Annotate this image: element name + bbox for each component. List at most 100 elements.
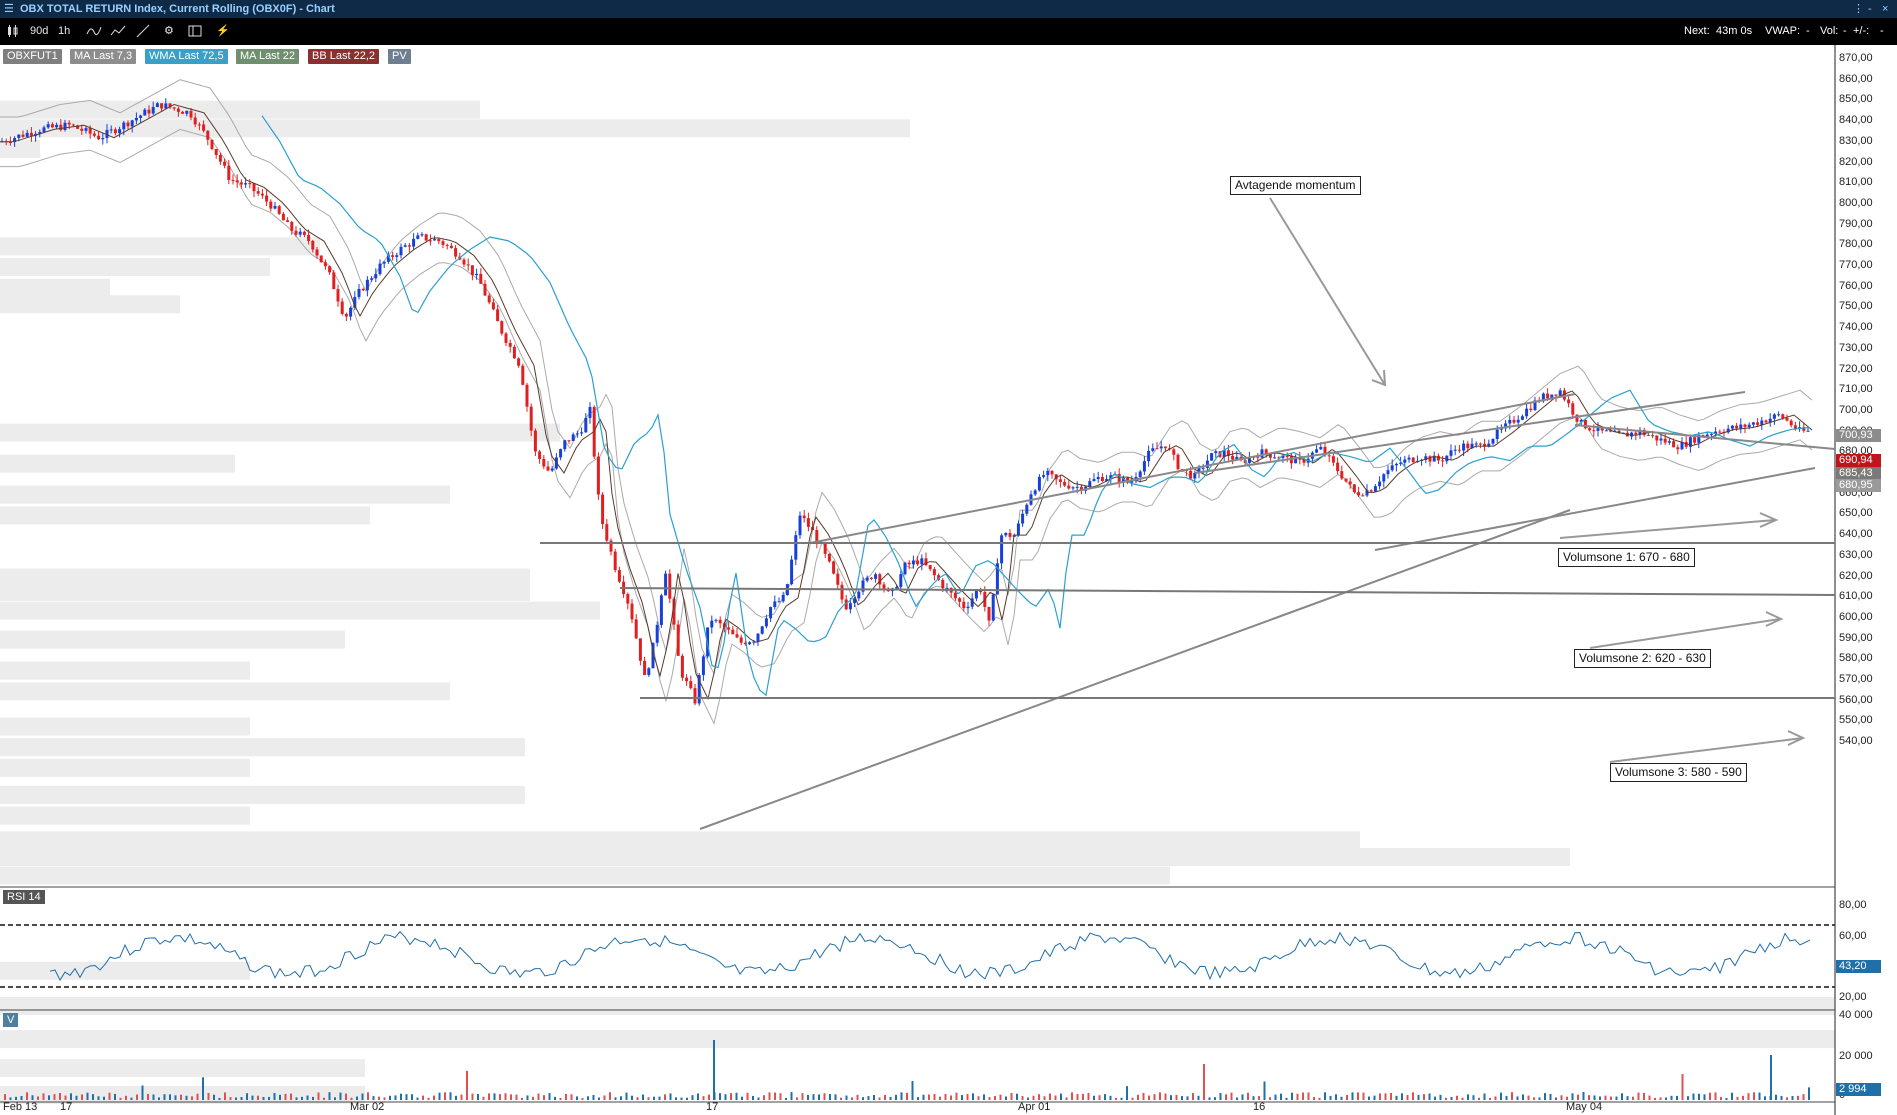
annotation-zone2[interactable]: Volumsone 2: 620 - 630	[1574, 649, 1711, 668]
volume-bar	[328, 1092, 331, 1100]
volume-bar	[532, 1096, 534, 1100]
interval-button[interactable]: 1h	[58, 25, 71, 37]
candle-body	[945, 588, 949, 590]
candle-body	[1739, 424, 1743, 429]
candle-body	[1193, 473, 1197, 479]
candle-body	[861, 580, 865, 592]
legend-pv[interactable]: PV	[388, 49, 411, 64]
volume-bar	[1709, 1092, 1711, 1100]
volume-bar	[1467, 1094, 1469, 1100]
candle-body	[601, 494, 605, 525]
volume-bar	[1263, 1081, 1266, 1100]
volume-bar	[1379, 1093, 1381, 1100]
volume-bar	[1703, 1094, 1706, 1100]
volume-bar	[1291, 1092, 1293, 1100]
change-label: +/-:	[1853, 25, 1870, 37]
layout-icon[interactable]	[188, 24, 202, 38]
volume-bar	[763, 1095, 765, 1100]
hamburger-icon[interactable]: ☰	[4, 3, 14, 15]
price-axis-label: 620,00	[1839, 569, 1873, 582]
candle-body	[1142, 461, 1146, 472]
candle-body	[1046, 470, 1050, 476]
volume-bar	[1478, 1097, 1480, 1100]
draw-line-icon[interactable]	[86, 24, 102, 38]
volume-bar	[31, 1095, 34, 1100]
volume-bar	[1307, 1092, 1310, 1100]
volume-bar	[1126, 1086, 1128, 1100]
volume-bar	[1720, 1097, 1722, 1100]
annotation-momentum[interactable]: Avtagende momentum	[1230, 176, 1361, 195]
candle-body	[924, 558, 928, 566]
period-button[interactable]: 90d	[30, 25, 49, 37]
candle-body	[617, 570, 621, 582]
volume-bar	[598, 1097, 600, 1100]
rsi-axis-label: 80,00	[1839, 899, 1867, 911]
candle-body	[487, 295, 491, 303]
close-icon[interactable]: ×	[1882, 3, 1889, 15]
minimize-icon[interactable]: -	[1868, 3, 1872, 15]
candle-body	[302, 231, 306, 235]
candle-body	[84, 128, 88, 131]
volume-profile-bar	[0, 1030, 1835, 1049]
candle-body	[689, 681, 693, 689]
rsi-label[interactable]: RSI 14	[3, 890, 45, 904]
candle-body	[1025, 504, 1029, 514]
legend-obxfut1[interactable]: OBXFUT1	[3, 49, 62, 64]
volume-label[interactable]: V	[3, 1013, 19, 1027]
candle-body	[760, 626, 764, 634]
annotation-zone3[interactable]: Volumsone 3: 580 - 590	[1610, 763, 1747, 782]
candle-body	[1260, 449, 1264, 458]
candle-body	[1785, 418, 1789, 421]
candle-body	[882, 584, 886, 589]
chart-line-icon[interactable]	[110, 24, 126, 38]
candle-body	[1751, 422, 1755, 425]
candle-body	[609, 540, 613, 552]
more-menu-icon[interactable]: ⋮	[1853, 3, 1864, 15]
volume-bar	[1362, 1092, 1365, 1100]
candle-body	[1222, 450, 1226, 457]
flash-icon[interactable]: ⚡	[216, 25, 230, 37]
volume-bar	[570, 1094, 573, 1100]
candle-body	[1063, 481, 1067, 486]
candle-body	[811, 526, 815, 531]
volume-bar	[1560, 1095, 1563, 1100]
volume-bar	[1401, 1093, 1403, 1100]
chart-toolbar: 90d 1h ⚙ ⚡ Next: 43m 0s VWAP: - Vol: - +…	[0, 18, 1897, 45]
candle-body	[1084, 486, 1088, 491]
candle-body	[8, 141, 12, 143]
volume-bar	[1456, 1095, 1458, 1100]
legend-bb-22[interactable]: BB Last 22,2	[308, 49, 379, 64]
x-label-mar17: 17	[706, 1101, 719, 1113]
volume-profile-bar	[0, 258, 270, 276]
annotation-zone1[interactable]: Volumsone 1: 670 - 680	[1558, 548, 1695, 567]
volume-bar	[955, 1092, 958, 1100]
price-tag-last: 690,94	[1836, 454, 1881, 467]
trendline-icon[interactable]	[136, 24, 150, 38]
candle-body	[659, 595, 663, 625]
volume-bar	[845, 1095, 848, 1100]
candle-body	[1054, 474, 1058, 480]
gear-icon[interactable]: ⚙	[164, 25, 174, 37]
price-axis-label: 800,00	[1839, 196, 1873, 209]
volume-bar	[746, 1092, 749, 1100]
rsi-line	[49, 930, 1811, 982]
volume-bar	[433, 1095, 435, 1100]
candle-body	[1798, 427, 1802, 429]
volume-bar	[1060, 1093, 1062, 1100]
candle-body	[80, 128, 84, 131]
volume-profile-bar	[0, 100, 480, 119]
candle-body	[1583, 419, 1587, 429]
candle-body	[193, 117, 197, 125]
legend-ma-22[interactable]: MA Last 22	[236, 49, 300, 64]
candle-body	[1012, 535, 1016, 537]
legend-ma-7[interactable]: MA Last 7,3	[70, 49, 137, 64]
volume-bar	[1324, 1092, 1326, 1100]
candlestick-icon[interactable]	[6, 24, 20, 38]
candle-body	[1096, 477, 1100, 480]
volume-bar	[807, 1094, 809, 1100]
legend-wma-72[interactable]: WMA Last 72,5	[145, 49, 228, 64]
volume-bar	[620, 1096, 622, 1100]
volume-bar	[284, 1093, 287, 1100]
x-label-feb13: Feb 13	[3, 1101, 38, 1113]
candle-body	[1004, 532, 1008, 536]
